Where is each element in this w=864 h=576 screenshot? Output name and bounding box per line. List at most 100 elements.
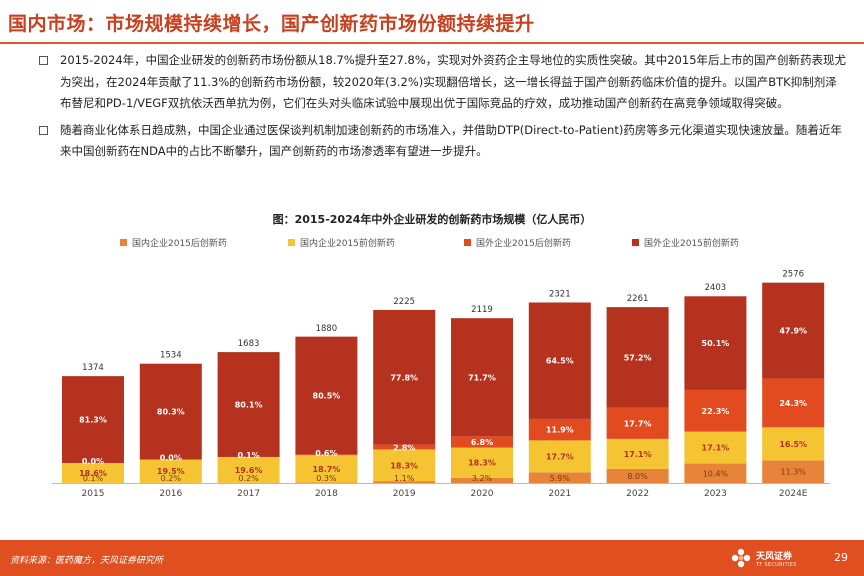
title-divider xyxy=(0,42,864,44)
data-label: 0.1% xyxy=(83,474,104,483)
total-label: 1374 xyxy=(82,363,104,373)
data-label: 8.0% xyxy=(627,472,648,481)
legend-label: 国外企业2015前创新药 xyxy=(644,239,739,249)
slide-header: 国内市场：市场规模持续增长，国产创新药市场份额持续提升 xyxy=(0,0,864,44)
brand-name-en: TF SECURITIES xyxy=(756,562,797,568)
tf-securities-logo-icon xyxy=(731,548,751,568)
legend-swatch xyxy=(464,239,471,246)
x-tick-label: 2016 xyxy=(159,489,182,499)
bar-segment xyxy=(606,438,669,469)
data-label: 0.6% xyxy=(315,449,337,458)
legend-label: 国外企业2015后创新药 xyxy=(476,239,571,249)
total-label: 1683 xyxy=(238,339,260,349)
bar-segment xyxy=(762,378,825,428)
x-tick-label: 2024E xyxy=(779,489,808,499)
bar-segment xyxy=(217,457,280,483)
bar-segment xyxy=(762,427,825,461)
bar-segment xyxy=(217,352,280,457)
data-label: 77.8% xyxy=(390,373,418,382)
data-label: 17.1% xyxy=(702,444,730,453)
data-label: 81.3% xyxy=(79,416,107,425)
data-label: 47.9% xyxy=(779,327,807,336)
slide-title: 国内市场：市场规模持续增长，国产创新药市场份额持续提升 xyxy=(8,13,535,35)
bar-segment xyxy=(606,407,669,439)
bar-segment xyxy=(295,455,358,483)
total-label: 2261 xyxy=(627,294,649,304)
legend-swatch xyxy=(632,239,639,246)
source-note: 资料来源：医药魔方，天风证券研究所 xyxy=(10,556,164,566)
data-label: 80.3% xyxy=(157,408,185,417)
data-label: 24.3% xyxy=(779,399,807,408)
data-label: 17.7% xyxy=(546,452,574,461)
data-label: 17.1% xyxy=(624,450,652,459)
bar-segment xyxy=(451,477,513,483)
legend-item-domestic-post2015: 国内企业2015后创新药 xyxy=(120,236,227,249)
data-label: 0.1% xyxy=(238,451,260,460)
bullet-list: 2015-2024年，中国企业研发的创新药市场份额从18.7%提升至27.8%，… xyxy=(36,50,848,163)
x-tick-label: 2021 xyxy=(548,489,571,499)
data-label: 10.4% xyxy=(703,469,729,478)
chart-legend: 国内企业2015后创新药 国内企业2015前创新药 国外企业2015后创新药 国… xyxy=(120,236,820,250)
data-label: 2.8% xyxy=(393,443,415,452)
data-label: 11.9% xyxy=(546,426,574,435)
bullet-text-1: 2015-2024年，中国企业研发的创新药市场份额从18.7%提升至27.8%，… xyxy=(60,53,847,110)
bar-segment xyxy=(139,363,202,460)
bar-segment xyxy=(528,472,591,483)
bullet-item-2: 随着商业化体系日趋成熟，中国企业通过医保谈判机制加速创新药的市场准入，并借助DT… xyxy=(36,120,848,163)
bar-segment xyxy=(528,440,591,473)
bullet-text-2: 随着商业化体系日趋成熟，中国企业通过医保谈判机制加速创新药的市场准入，并借助DT… xyxy=(60,122,842,159)
total-label: 2403 xyxy=(705,283,727,293)
bar-segment xyxy=(373,481,436,483)
page-number: 29 xyxy=(834,551,848,564)
data-label: 0.0% xyxy=(82,457,104,466)
checkbox-bullet-icon xyxy=(39,56,48,65)
bar-segment xyxy=(373,444,436,450)
legend-item-domestic-pre2015: 国内企业2015前创新药 xyxy=(288,236,395,249)
total-label: 2321 xyxy=(549,289,571,299)
bar-segment xyxy=(139,459,202,483)
x-tick-label: 2017 xyxy=(237,489,260,499)
stacked-bar-chart: 0.1%18.6%0.0%81.3%137420150.2%19.5%0.0%8… xyxy=(52,270,830,499)
x-tick-label: 2020 xyxy=(471,489,494,499)
legend-swatch xyxy=(120,239,127,246)
data-label: 5.9% xyxy=(550,474,571,483)
data-label: 18.3% xyxy=(468,459,496,468)
bar-segment xyxy=(684,389,747,432)
chart-title: 图：2015-2024年中外企业研发的创新药市场规模（亿人民币） xyxy=(272,213,592,226)
footer-bar: 资料来源：医药魔方，天风证券研究所 天风证券 TF SECURITIES 29 xyxy=(0,540,864,576)
total-label: 1534 xyxy=(160,351,182,361)
data-label: 1.1% xyxy=(394,474,415,483)
data-label: 6.8% xyxy=(471,438,493,447)
data-label: 50.1% xyxy=(702,339,730,348)
bar-segment xyxy=(606,307,669,408)
bar-segment xyxy=(762,460,825,483)
legend-swatch xyxy=(288,239,295,246)
data-label: 57.2% xyxy=(624,353,652,362)
data-label: 71.7% xyxy=(468,373,496,382)
bar-segment xyxy=(62,376,124,464)
data-label: 3.2% xyxy=(472,474,493,483)
data-label: 19.6% xyxy=(235,466,263,475)
bar-segment xyxy=(606,468,669,483)
bar-segment xyxy=(373,449,436,482)
legend-item-foreign-pre2015: 国外企业2015前创新药 xyxy=(632,236,739,249)
data-label: 0.0% xyxy=(160,453,182,462)
bar-segment xyxy=(684,296,747,390)
data-label: 0.2% xyxy=(161,474,182,483)
total-label: 2576 xyxy=(782,270,804,280)
bar-segment xyxy=(451,318,513,437)
data-label: 0.3% xyxy=(316,474,337,483)
legend-item-foreign-post2015: 国外企业2015后创新药 xyxy=(464,236,571,249)
x-tick-label: 2022 xyxy=(626,489,649,499)
data-label: 18.7% xyxy=(313,465,341,474)
bar-segment xyxy=(373,309,436,445)
bar-segment xyxy=(295,454,358,456)
data-label: 0.2% xyxy=(238,474,259,483)
bar-segment xyxy=(295,336,358,455)
data-label: 17.7% xyxy=(624,419,652,428)
data-label: 19.5% xyxy=(157,467,185,476)
data-label: 22.3% xyxy=(702,407,730,416)
data-label: 18.3% xyxy=(390,461,418,470)
data-label: 80.5% xyxy=(313,391,341,400)
checkbox-bullet-icon xyxy=(39,125,48,135)
